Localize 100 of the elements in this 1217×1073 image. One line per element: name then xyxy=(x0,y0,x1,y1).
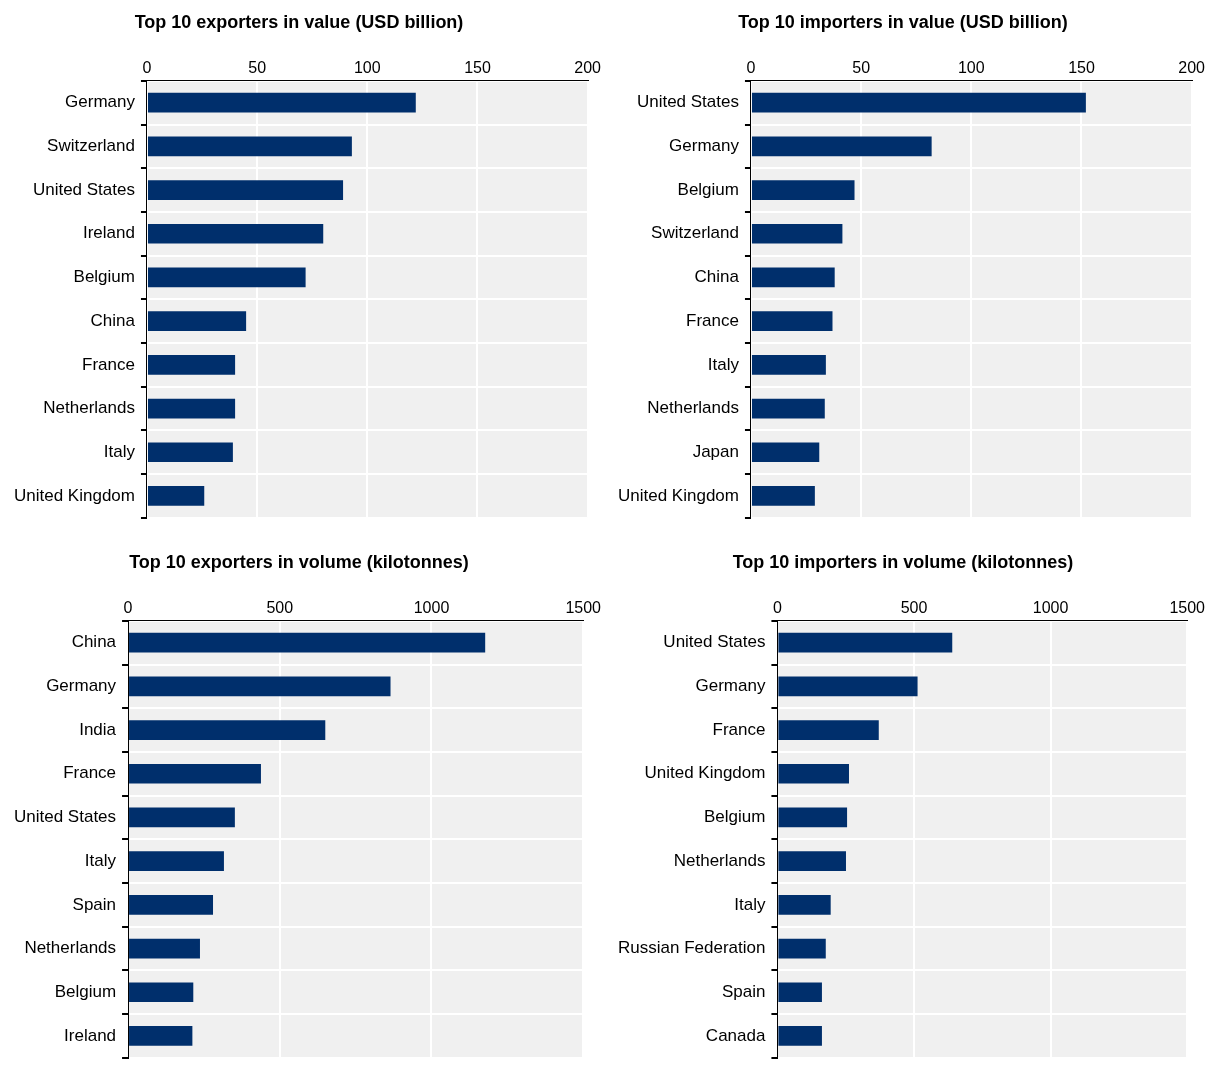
bar xyxy=(129,807,235,828)
bar xyxy=(147,355,236,375)
bar xyxy=(147,180,344,200)
bar xyxy=(778,851,846,871)
y-tick-label: Ireland xyxy=(64,1025,117,1045)
y-tick-label: Canada xyxy=(705,1025,766,1045)
bar xyxy=(129,763,261,784)
bar xyxy=(147,136,352,157)
bar xyxy=(751,486,815,506)
bar xyxy=(778,807,848,828)
y-tick-label: France xyxy=(686,310,739,330)
bar xyxy=(778,1026,822,1046)
bar xyxy=(751,355,826,375)
bar xyxy=(129,938,200,959)
bar xyxy=(147,311,247,331)
y-tick-label: Japan xyxy=(692,441,739,461)
x-tick-label: 150 xyxy=(1068,58,1095,76)
chart-title: Top 10 exporters in volume (kilotonnes) xyxy=(129,551,469,572)
y-tick-label: Switzerland xyxy=(47,136,135,156)
y-tick-label: India xyxy=(79,719,117,739)
bar xyxy=(147,398,236,419)
x-tick-label: 150 xyxy=(464,58,491,76)
y-tick-label: Italy xyxy=(84,850,117,870)
bar xyxy=(129,632,486,653)
y-tick-label: France xyxy=(712,719,766,739)
y-tick-label: France xyxy=(63,763,117,783)
y-tick-label: Spain xyxy=(72,894,117,914)
y-tick-label: Germany xyxy=(46,676,117,696)
bar xyxy=(147,442,233,463)
bar xyxy=(751,223,843,244)
y-tick-label: France xyxy=(82,354,135,374)
bar xyxy=(147,92,416,113)
bar xyxy=(147,486,205,506)
chart-title: Top 10 importers in volume (kilotonnes) xyxy=(732,551,1074,572)
x-tick-label: 500 xyxy=(266,598,294,616)
y-tick-label: Ireland xyxy=(82,223,135,243)
bar xyxy=(147,267,306,288)
y-tick-label: Netherlands xyxy=(647,398,739,418)
y-tick-label: China xyxy=(71,632,117,652)
y-tick-label: Belgium xyxy=(73,267,135,287)
y-tick-label: Belgium xyxy=(703,807,766,827)
x-tick-label: 1000 xyxy=(413,598,450,616)
y-tick-label: Spain xyxy=(721,981,766,1001)
y-tick-label: United States xyxy=(32,179,135,199)
y-tick-label: China xyxy=(90,310,136,330)
bar xyxy=(129,895,214,915)
x-tick-label: 200 xyxy=(574,58,602,76)
x-tick-label: 100 xyxy=(353,58,381,76)
x-tick-label: 50 xyxy=(852,58,871,76)
x-tick-label: 1500 xyxy=(1169,598,1206,616)
y-tick-label: Germany xyxy=(695,676,766,696)
bar xyxy=(778,720,879,740)
bar xyxy=(129,720,326,740)
y-tick-label: United States xyxy=(663,632,766,652)
bar xyxy=(751,180,855,200)
x-tick-label: 500 xyxy=(900,598,928,616)
bar xyxy=(751,398,825,419)
y-tick-label: Italy xyxy=(103,441,136,461)
bar xyxy=(778,938,826,959)
bar xyxy=(778,676,918,697)
bar xyxy=(129,1026,193,1046)
y-tick-label: United Kingdom xyxy=(644,763,766,783)
y-tick-label: Germany xyxy=(65,92,136,112)
bar xyxy=(778,763,849,784)
bar xyxy=(778,895,831,915)
bar xyxy=(751,267,835,288)
chart-title: Top 10 exporters in value (USD billion) xyxy=(134,11,464,32)
y-tick-label: Netherlands xyxy=(24,938,117,958)
chart-title: Top 10 importers in value (USD billion) xyxy=(738,11,1068,32)
x-tick-label: 100 xyxy=(957,58,985,76)
y-tick-label: Italy xyxy=(707,354,740,374)
y-tick-label: Switzerland xyxy=(651,223,739,243)
y-tick-label: Belgium xyxy=(677,179,739,199)
y-tick-label: United Kingdom xyxy=(13,485,135,505)
y-tick-label: Netherlands xyxy=(673,850,766,870)
x-tick-label: 0 xyxy=(142,58,152,76)
y-tick-label: United States xyxy=(636,92,739,112)
y-tick-label: Germany xyxy=(669,136,740,156)
bar xyxy=(751,136,932,157)
bar xyxy=(751,311,833,331)
y-tick-label: Italy xyxy=(734,894,766,914)
bar xyxy=(778,632,953,653)
x-tick-label: 200 xyxy=(1178,58,1206,76)
y-tick-label: Belgium xyxy=(54,981,117,1001)
y-tick-label: United Kingdom xyxy=(617,485,739,505)
y-tick-label: Russian Federation xyxy=(617,938,766,958)
bar xyxy=(147,223,324,244)
bar xyxy=(751,442,820,463)
y-tick-label: Netherlands xyxy=(43,398,135,418)
bar xyxy=(129,676,391,697)
bar xyxy=(751,92,1086,113)
x-tick-label: 0 xyxy=(746,58,756,76)
x-tick-label: 1500 xyxy=(565,598,602,616)
x-tick-label: 0 xyxy=(123,598,133,616)
bar xyxy=(778,982,822,1003)
x-tick-label: 50 xyxy=(248,58,267,76)
bar xyxy=(129,982,194,1003)
x-tick-label: 1000 xyxy=(1032,598,1069,616)
y-tick-label: China xyxy=(694,267,740,287)
bar xyxy=(129,851,224,871)
